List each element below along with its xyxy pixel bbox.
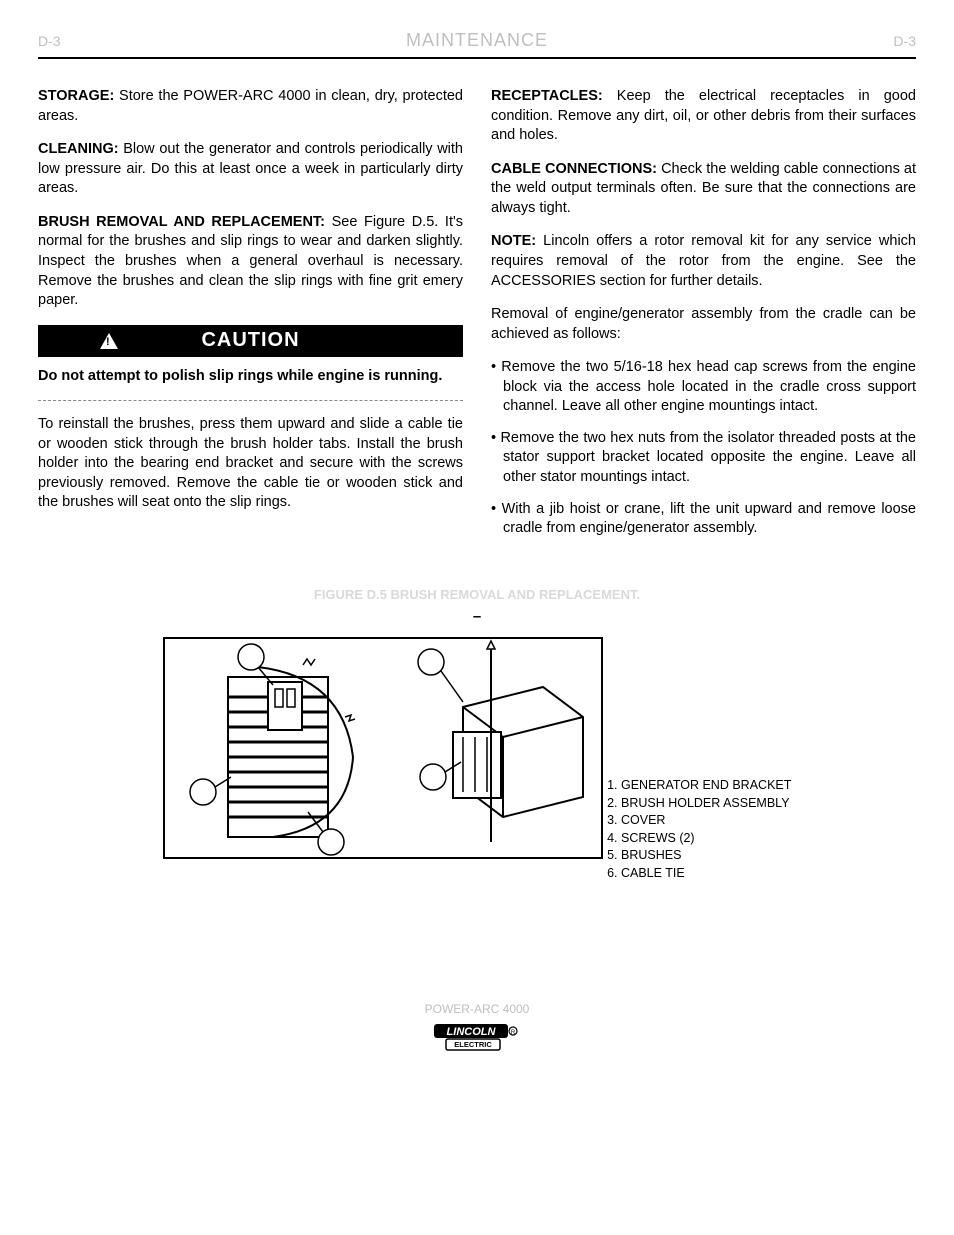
footer-text: POWER-ARC 4000: [38, 1002, 916, 1016]
caution-banner: ! CAUTION: [38, 325, 463, 357]
brush-para: BRUSH REMOVAL AND REPLACEMENT: See Figur…: [38, 213, 463, 311]
svg-text:ELECTRIC: ELECTRIC: [454, 1040, 492, 1049]
caution-label: CAUTION: [201, 327, 299, 354]
receptacles-label: RECEPTACLES:: [491, 88, 603, 104]
removal-intro: Removal of engine/generator assembly fro…: [491, 305, 916, 344]
figure-title-faded: FIGURE D.5 BRUSH REMOVAL AND REPLACEMENT…: [38, 587, 916, 602]
legend-item: 5. BRUSHES: [607, 847, 791, 865]
receptacles-para: RECEPTACLES: Keep the electrical recepta…: [491, 87, 916, 146]
page-footer: POWER-ARC 4000 LINCOLN R ELECTRIC: [38, 1002, 916, 1055]
bullet-item: Remove the two hex nuts from the isolato…: [491, 429, 916, 488]
note-text: Lincoln offers a rotor removal kit for a…: [491, 233, 916, 288]
note-label: NOTE:: [491, 233, 536, 249]
page-header: D-3 MAINTENANCE D-3: [38, 30, 916, 59]
right-column: RECEPTACLES: Keep the electrical recepta…: [491, 87, 916, 551]
page: D-3 MAINTENANCE D-3 STORAGE: Store the P…: [0, 0, 954, 1075]
storage-para: STORAGE: Store the POWER-ARC 4000 in cle…: [38, 87, 463, 126]
caution-text: Do not attempt to polish slip rings whil…: [38, 367, 463, 387]
bullet-item: Remove the two 5/16-18 hex head cap scre…: [491, 358, 916, 417]
warning-exclaim-icon: !: [106, 335, 110, 350]
storage-label: STORAGE:: [38, 88, 114, 104]
figure-legend: 1. GENERATOR END BRACKET 2. BRUSH HOLDER…: [607, 777, 791, 882]
left-column: STORAGE: Store the POWER-ARC 4000 in cle…: [38, 87, 463, 551]
left-panel-icon: [190, 644, 355, 855]
legend-item: 6. CABLE TIE: [607, 865, 791, 883]
brush-diagram-svg: [163, 637, 603, 877]
cable-para: CABLE CONNECTIONS: Check the welding cab…: [491, 160, 916, 219]
legend-item: 3. COVER: [607, 812, 791, 830]
reinstall-text: To reinstall the brushes, press them upw…: [38, 415, 463, 513]
page-title: MAINTENANCE: [406, 30, 548, 51]
legend-item: 4. SCREWS (2): [607, 830, 791, 848]
right-panel-icon: [418, 641, 583, 842]
cable-label: CABLE CONNECTIONS:: [491, 161, 657, 177]
page-number-left: D-3: [38, 33, 61, 49]
figure-dash: –: [38, 608, 916, 625]
lincoln-logo-icon: LINCOLN R ELECTRIC: [38, 1022, 916, 1055]
figure-area: FIGURE D.5 BRUSH REMOVAL AND REPLACEMENT…: [38, 587, 916, 883]
cleaning-label: CLEANING:: [38, 141, 119, 157]
bullet-item: With a jib hoist or crane, lift the unit…: [491, 500, 916, 539]
legend-item: 1. GENERATOR END BRACKET: [607, 777, 791, 795]
legend-item: 2. BRUSH HOLDER ASSEMBLY: [607, 795, 791, 813]
figure-diagram: [163, 637, 603, 882]
page-number-right: D-3: [893, 33, 916, 49]
cleaning-para: CLEANING: Blow out the generator and con…: [38, 140, 463, 199]
svg-text:R: R: [511, 1030, 516, 1036]
note-para: NOTE: Lincoln offers a rotor removal kit…: [491, 232, 916, 291]
svg-text:LINCOLN: LINCOLN: [447, 1026, 497, 1038]
brush-label: BRUSH REMOVAL AND REPLACEMENT:: [38, 214, 325, 230]
removal-bullets: Remove the two 5/16-18 hex head cap scre…: [491, 358, 916, 539]
dashed-separator: [38, 400, 463, 401]
content-columns: STORAGE: Store the POWER-ARC 4000 in cle…: [38, 87, 916, 551]
